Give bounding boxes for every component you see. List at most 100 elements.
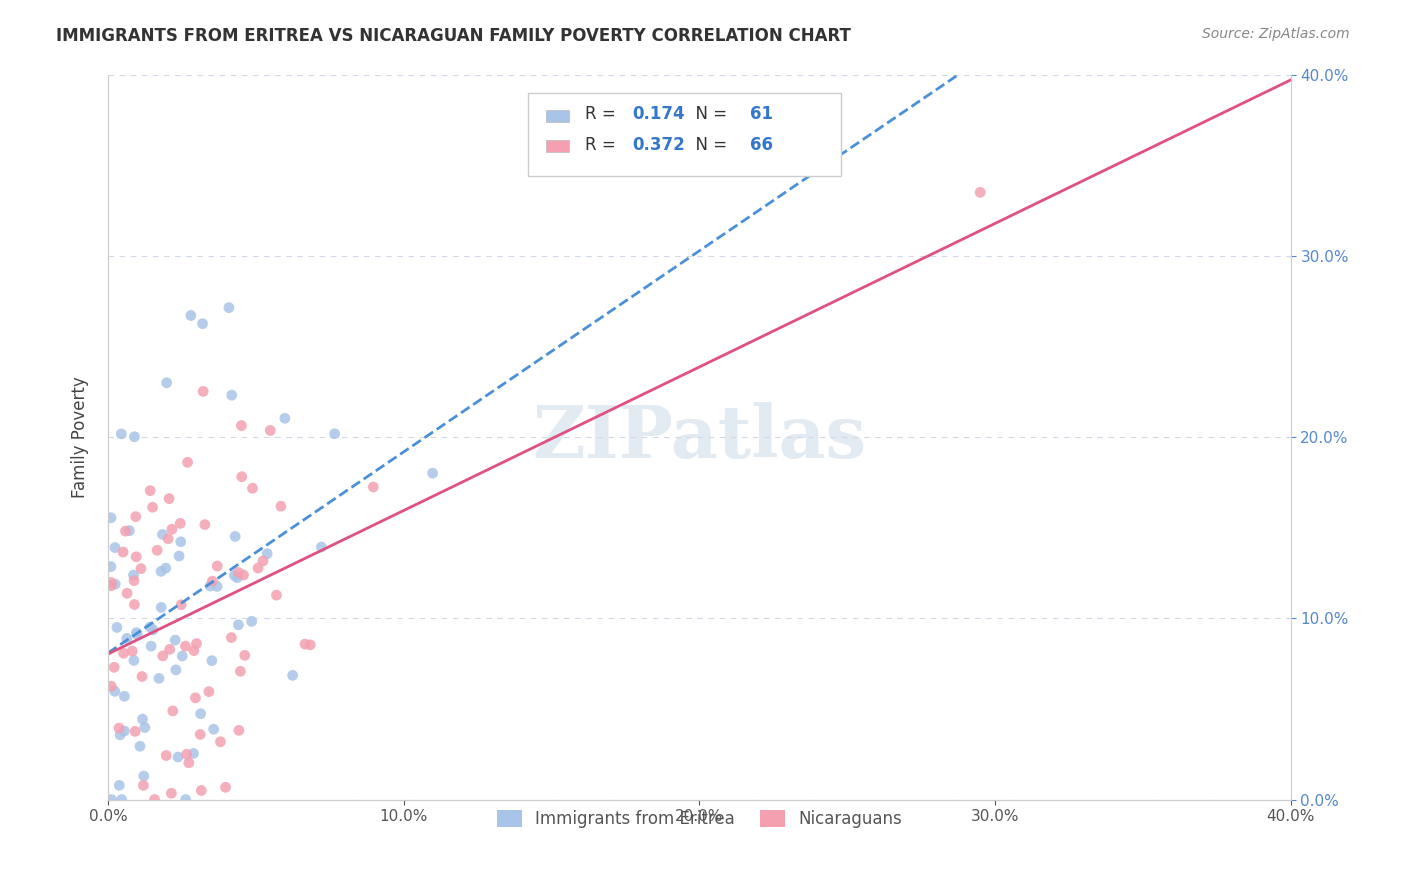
Text: N =: N = [685, 136, 733, 153]
Immigrants from Eritrea [323, 426, 346, 441]
Immigrants from Eritrea [190, 706, 212, 721]
Immigrants from Eritrea [112, 690, 135, 704]
Immigrants from Eritrea [180, 309, 202, 323]
Nicaraguans [122, 574, 145, 588]
Text: 0.174: 0.174 [631, 105, 685, 123]
Nicaraguans [112, 646, 135, 660]
Nicaraguans [266, 588, 288, 602]
Immigrants from Eritrea [118, 524, 141, 538]
Nicaraguans [229, 665, 252, 679]
Nicaraguans [141, 500, 163, 515]
Nicaraguans [209, 735, 232, 749]
Immigrants from Eritrea [115, 632, 138, 646]
Immigrants from Eritrea [112, 723, 135, 738]
Nicaraguans [125, 549, 148, 564]
Nicaraguans [221, 631, 243, 645]
Nicaraguans [252, 554, 274, 568]
Immigrants from Eritrea [150, 565, 173, 579]
Immigrants from Eritrea [167, 549, 190, 563]
Text: 66: 66 [751, 136, 773, 153]
Nicaraguans [139, 483, 162, 498]
Nicaraguans [157, 532, 180, 546]
Immigrants from Eritrea [142, 623, 165, 637]
Immigrants from Eritrea [104, 541, 127, 555]
Immigrants from Eritrea [152, 527, 174, 541]
Nicaraguans [231, 418, 253, 433]
Immigrants from Eritrea [172, 648, 194, 663]
Immigrants from Eritrea [183, 747, 205, 761]
Nicaraguans [124, 598, 146, 612]
Immigrants from Eritrea [148, 672, 170, 686]
Immigrants from Eritrea [100, 792, 122, 806]
Immigrants from Eritrea [100, 510, 122, 524]
Nicaraguans [233, 648, 256, 663]
Nicaraguans [100, 579, 122, 593]
Text: R =: R = [585, 136, 620, 153]
Nicaraguans [198, 684, 221, 698]
Nicaraguans [157, 491, 180, 506]
Immigrants from Eritrea [139, 620, 162, 634]
Nicaraguans [170, 598, 193, 612]
Immigrants from Eritrea [311, 540, 333, 554]
Immigrants from Eritrea [156, 376, 179, 390]
Immigrants from Eritrea [104, 577, 127, 591]
Nicaraguans [270, 500, 292, 514]
Immigrants from Eritrea [191, 317, 214, 331]
Immigrants from Eritrea [202, 723, 225, 737]
Text: IMMIGRANTS FROM ERITREA VS NICARAGUAN FAMILY POVERTY CORRELATION CHART: IMMIGRANTS FROM ERITREA VS NICARAGUAN FA… [56, 27, 851, 45]
Nicaraguans [259, 424, 281, 438]
Immigrants from Eritrea [274, 411, 297, 425]
Nicaraguans [169, 516, 191, 531]
Immigrants from Eritrea [132, 769, 155, 783]
Nicaraguans [152, 648, 174, 663]
Immigrants from Eritrea [122, 568, 145, 582]
Nicaraguans [194, 517, 217, 532]
Nicaraguans [146, 543, 169, 558]
Nicaraguans [112, 545, 135, 559]
Legend: Immigrants from Eritrea, Nicaraguans: Immigrants from Eritrea, Nicaraguans [491, 803, 908, 835]
Nicaraguans [363, 480, 385, 494]
Immigrants from Eritrea [422, 466, 444, 480]
FancyBboxPatch shape [546, 140, 569, 153]
Nicaraguans [201, 574, 224, 589]
Nicaraguans [125, 509, 148, 524]
Immigrants from Eritrea [150, 600, 173, 615]
Immigrants from Eritrea [165, 633, 187, 648]
Immigrants from Eritrea [122, 653, 145, 667]
Nicaraguans [174, 639, 197, 653]
Immigrants from Eritrea [110, 426, 132, 441]
FancyBboxPatch shape [527, 93, 841, 176]
Nicaraguans [184, 690, 207, 705]
Nicaraguans [294, 637, 316, 651]
Nicaraguans [176, 747, 198, 762]
Immigrants from Eritrea [125, 625, 148, 640]
Nicaraguans [124, 724, 146, 739]
Nicaraguans [242, 481, 264, 495]
Nicaraguans [186, 637, 208, 651]
Nicaraguans [100, 575, 122, 590]
Nicaraguans [969, 186, 991, 200]
Nicaraguans [232, 568, 254, 582]
Text: 0.372: 0.372 [631, 136, 685, 153]
Immigrants from Eritrea [111, 792, 134, 806]
Immigrants from Eritrea [100, 559, 122, 574]
Immigrants from Eritrea [165, 663, 187, 677]
Immigrants from Eritrea [170, 534, 193, 549]
Nicaraguans [177, 756, 200, 770]
Nicaraguans [100, 679, 122, 693]
Nicaraguans [129, 561, 152, 575]
Immigrants from Eritrea [108, 778, 131, 792]
Nicaraguans [247, 561, 270, 575]
Immigrants from Eritrea [131, 712, 153, 726]
Immigrants from Eritrea [201, 654, 224, 668]
Nicaraguans [108, 721, 131, 735]
Text: Source: ZipAtlas.com: Source: ZipAtlas.com [1202, 27, 1350, 41]
Immigrants from Eritrea [134, 721, 156, 735]
Immigrants from Eritrea [224, 529, 246, 543]
FancyBboxPatch shape [546, 110, 569, 121]
Immigrants from Eritrea [124, 430, 146, 444]
Nicaraguans [299, 638, 322, 652]
Nicaraguans [121, 644, 143, 658]
Nicaraguans [228, 723, 250, 738]
Immigrants from Eritrea [129, 739, 152, 754]
